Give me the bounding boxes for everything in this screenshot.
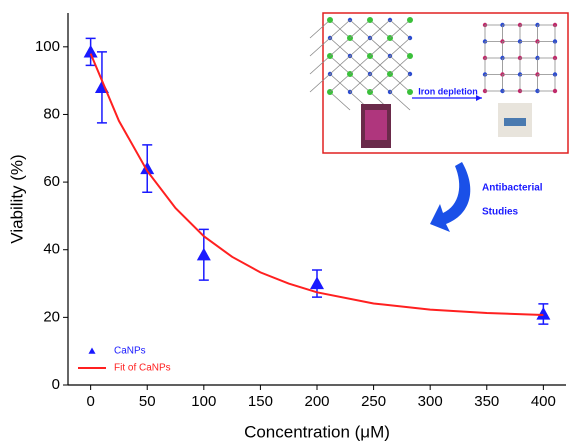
metal bbox=[407, 53, 413, 59]
x-tick-label: 400 bbox=[531, 393, 556, 410]
x-axis-label: Concentration (μM) bbox=[244, 422, 390, 441]
y-tick-label: 0 bbox=[52, 376, 60, 393]
data-point bbox=[310, 276, 324, 290]
bond bbox=[349, 19, 371, 39]
bond bbox=[329, 91, 351, 111]
x-tick-label: 250 bbox=[361, 393, 386, 410]
metal bbox=[407, 89, 413, 95]
bond bbox=[329, 37, 351, 57]
legend-label: CaNPs bbox=[114, 346, 146, 357]
annotation: Antibacterial bbox=[482, 183, 543, 194]
bond bbox=[349, 37, 371, 57]
atom bbox=[552, 88, 558, 94]
bond bbox=[349, 73, 371, 93]
lattice-right bbox=[482, 22, 558, 94]
inset-arrowhead bbox=[476, 95, 482, 101]
x-tick-label: 200 bbox=[304, 393, 329, 410]
bond bbox=[309, 37, 331, 57]
y-tick-label: 80 bbox=[43, 105, 60, 122]
data-point bbox=[83, 44, 98, 58]
annotation: Iron depletion bbox=[418, 86, 478, 96]
legend-label: Fit of CaNPs bbox=[114, 363, 171, 374]
bond bbox=[369, 37, 391, 57]
data-point bbox=[196, 247, 211, 261]
metal bbox=[367, 17, 373, 23]
bond bbox=[389, 73, 411, 93]
y-tick-label: 60 bbox=[43, 173, 60, 190]
x-tick-label: 350 bbox=[474, 393, 499, 410]
bond bbox=[329, 55, 351, 75]
y-tick-label: 20 bbox=[43, 308, 60, 325]
metal bbox=[407, 17, 413, 23]
x-tick-label: 0 bbox=[86, 393, 94, 410]
x-tick-label: 100 bbox=[191, 393, 216, 410]
inset-figure: Iron depletion bbox=[309, 12, 569, 154]
legend-marker bbox=[88, 347, 96, 354]
x-tick-label: 300 bbox=[418, 393, 443, 410]
bond bbox=[349, 55, 371, 75]
metal bbox=[327, 17, 333, 23]
bond bbox=[309, 55, 331, 75]
fit-line bbox=[89, 53, 544, 316]
bond bbox=[369, 19, 391, 39]
data-point bbox=[140, 161, 155, 175]
data-point bbox=[536, 306, 551, 320]
bond bbox=[389, 37, 411, 57]
bond bbox=[309, 73, 331, 93]
annotation: Studies bbox=[482, 207, 519, 218]
bond bbox=[389, 55, 411, 75]
y-axis-label: Viability (%) bbox=[7, 154, 26, 243]
bond bbox=[369, 55, 391, 75]
bond bbox=[309, 19, 331, 39]
y-tick-label: 40 bbox=[43, 241, 60, 258]
lattice-left bbox=[309, 17, 413, 111]
bond bbox=[389, 91, 411, 111]
x-tick-label: 50 bbox=[139, 393, 156, 410]
bond bbox=[389, 19, 411, 39]
photo-right-detail bbox=[504, 118, 526, 126]
bond bbox=[329, 73, 351, 93]
x-tick-label: 150 bbox=[248, 393, 273, 410]
photo-left-detail bbox=[365, 110, 387, 140]
curved-arrow bbox=[430, 162, 471, 232]
bond bbox=[329, 19, 351, 39]
y-tick-label: 100 bbox=[35, 38, 60, 55]
bond bbox=[369, 73, 391, 93]
